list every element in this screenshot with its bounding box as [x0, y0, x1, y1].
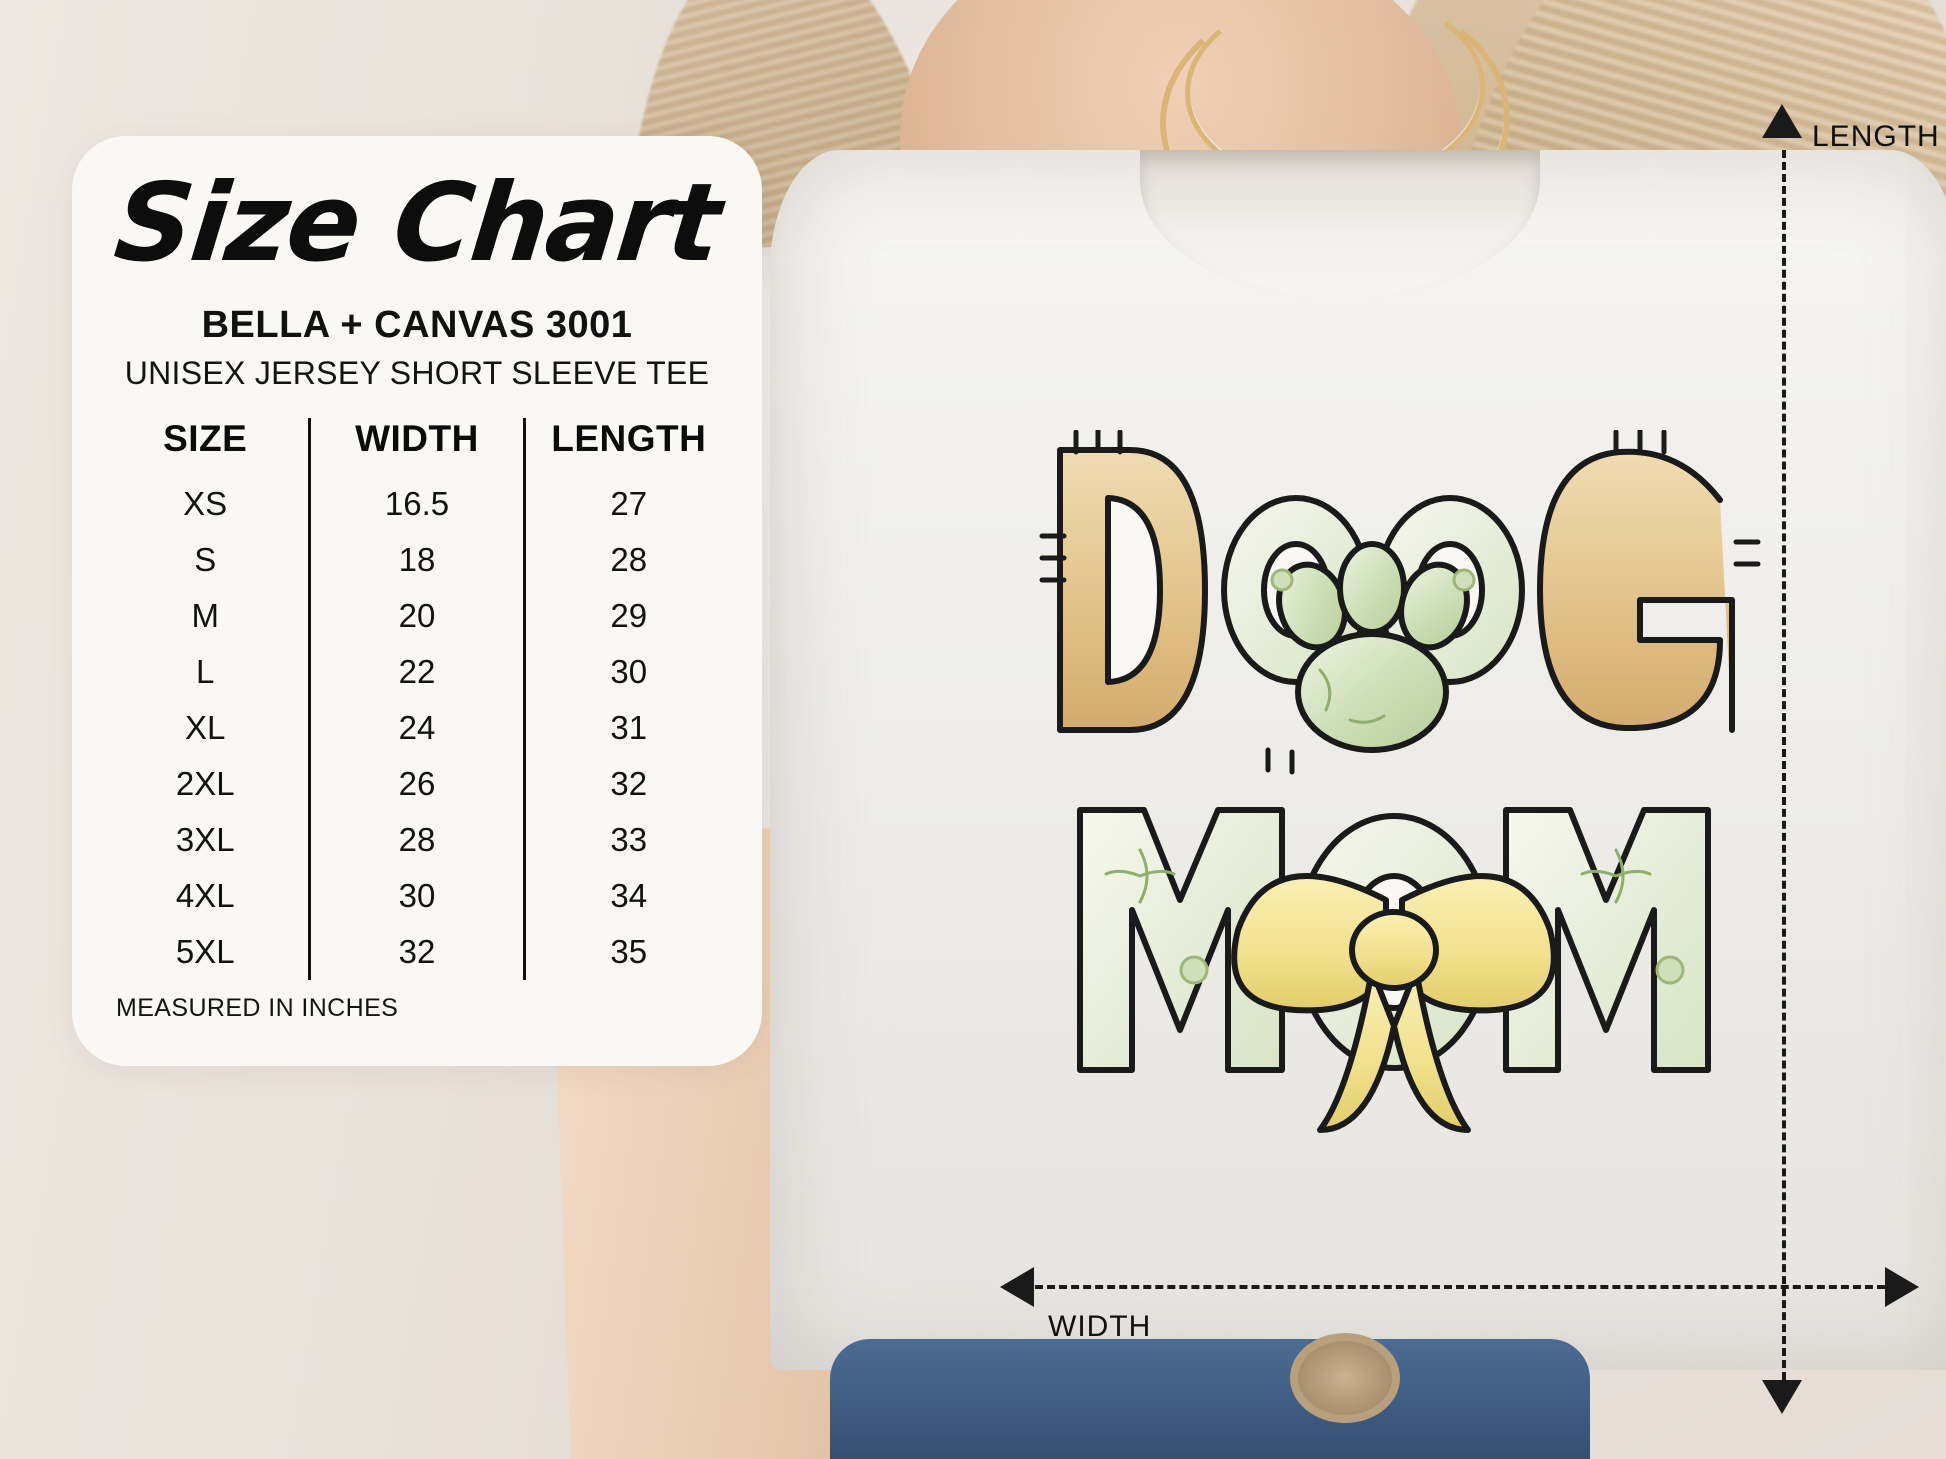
table-row: XL 24 31: [102, 700, 732, 756]
cell-size: 3XL: [175, 821, 235, 858]
width-arrow-left-icon: [1000, 1267, 1034, 1307]
table-row: L 22 30: [102, 644, 732, 700]
length-arrow-up-icon: [1762, 104, 1802, 138]
cell-size: 4XL: [175, 877, 235, 914]
length-guide-label: LENGTH: [1812, 120, 1940, 153]
cell-width: 22: [308, 644, 526, 700]
length-guide-line: [1782, 150, 1786, 1380]
cell-length: 35: [610, 933, 648, 970]
table-row: 5XL 32 35: [102, 924, 732, 980]
size-chart-body: XS 16.5 27 S 18 28 M 20 29 L 22 30: [102, 476, 732, 980]
cell-length: 34: [610, 877, 648, 914]
width-guide-label: WIDTH: [1048, 1310, 1152, 1343]
tee-type-text: UNISEX JERSEY SHORT SLEEVE TEE: [124, 355, 710, 391]
width-arrow-right-icon: [1885, 1267, 1919, 1307]
cell-size: 5XL: [175, 933, 235, 970]
brand-model-text: BELLA + CANVAS 3001: [201, 304, 633, 346]
cell-size: M: [191, 597, 219, 634]
cell-length: 27: [610, 485, 648, 522]
table-header-row: SIZE WIDTH LENGTH: [102, 418, 732, 476]
column-header-size: SIZE: [163, 418, 248, 459]
page-title: Size Chart: [109, 161, 725, 286]
tshirt-graphic-dog-mom: [1020, 430, 1780, 1190]
cell-length: 30: [610, 653, 648, 690]
cell-size: 2XL: [175, 765, 235, 802]
column-header-length: LENGTH: [551, 418, 707, 459]
table-row: S 18 28: [102, 532, 732, 588]
table-row: 2XL 26 32: [102, 756, 732, 812]
cell-width: 30: [308, 868, 526, 924]
column-header-width: WIDTH: [308, 418, 526, 476]
table-row: 4XL 30 34: [102, 868, 732, 924]
belt-buckle: [1290, 1333, 1400, 1423]
width-guide-line: [1035, 1285, 1885, 1289]
cell-size: S: [194, 541, 217, 578]
cell-size: XS: [183, 485, 228, 522]
cell-size: XL: [185, 709, 226, 746]
cell-width: 32: [308, 924, 526, 980]
cell-length: 32: [610, 765, 648, 802]
cell-length: 31: [610, 709, 648, 746]
cell-width: 26: [308, 756, 526, 812]
cell-size: L: [196, 653, 215, 690]
cell-width: 24: [308, 700, 526, 756]
size-chart-card: Size Chart BELLA + CANVAS 3001 UNISEX JE…: [72, 136, 762, 1066]
cell-length: 29: [610, 597, 648, 634]
length-arrow-down-icon: [1762, 1380, 1802, 1414]
cell-width: 20: [308, 588, 526, 644]
table-row: XS 16.5 27: [102, 476, 732, 532]
table-row: 3XL 28 33: [102, 812, 732, 868]
tshirt-body: [770, 150, 1946, 1370]
cell-length: 28: [610, 541, 648, 578]
cell-width: 16.5: [308, 476, 526, 532]
model-jeans: [830, 1339, 1590, 1459]
table-row: M 20 29: [102, 588, 732, 644]
size-chart-table: SIZE WIDTH LENGTH XS 16.5 27 S 18 28 M: [102, 418, 732, 980]
cell-width: 18: [308, 532, 526, 588]
cell-width: 28: [308, 812, 526, 868]
measurement-units-note: MEASURED IN INCHES: [116, 994, 399, 1022]
cell-length: 33: [610, 821, 648, 858]
